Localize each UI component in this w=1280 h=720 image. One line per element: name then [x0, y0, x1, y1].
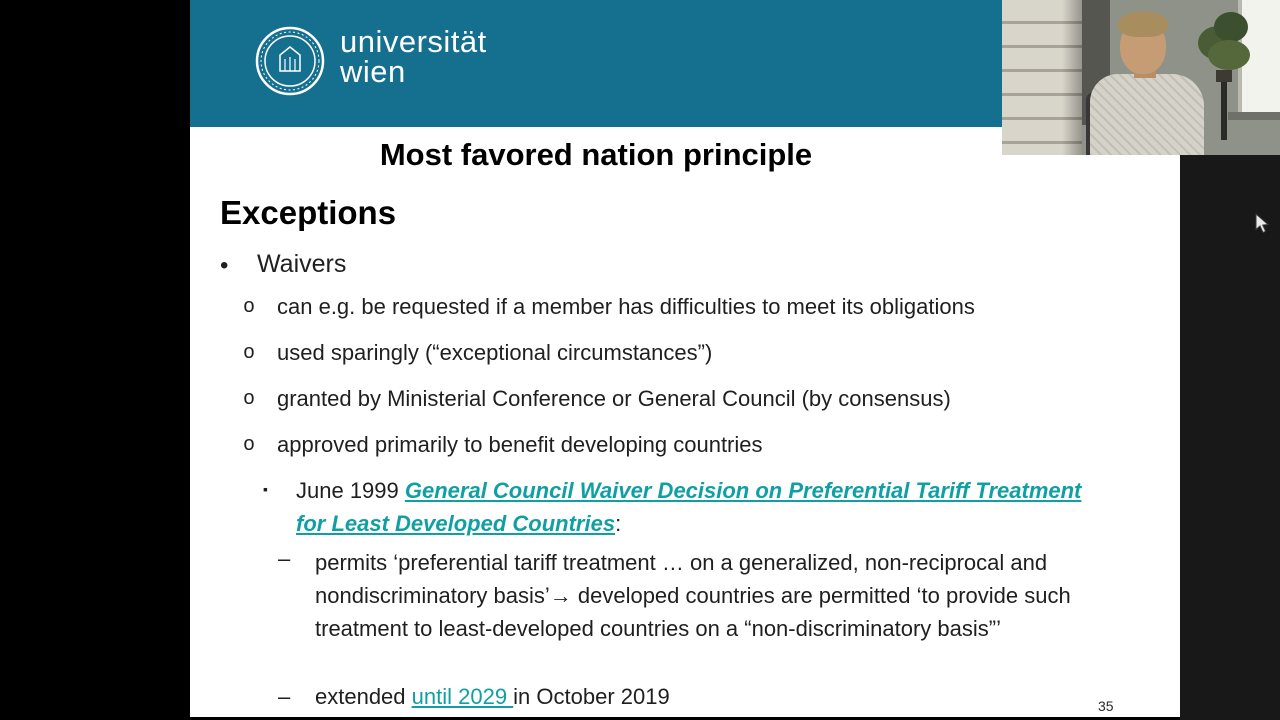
- uni-wien-seal-icon: [254, 25, 326, 97]
- until-2029-link[interactable]: until 2029: [411, 684, 514, 709]
- slide-title: Most favored nation principle: [379, 137, 813, 172]
- bullet-waivers: Waivers: [257, 250, 347, 278]
- wordmark-line-2: wien: [340, 54, 406, 89]
- bullet-extended: extended until 2029 in October 2019: [315, 684, 670, 710]
- webcam-overlay: [1002, 0, 1280, 155]
- uni-wien-wordmark: universität wien: [340, 24, 487, 89]
- dash-glyph: –: [278, 684, 291, 709]
- extended-prefix: extended: [315, 684, 412, 709]
- bullet-point: granted by Ministerial Conference or Gen…: [277, 386, 951, 411]
- extended-suffix: in October 2019: [513, 684, 670, 709]
- plant-pot: [1216, 70, 1232, 82]
- bullet-permits: permits ‘preferential tariff treatment ……: [315, 550, 1071, 641]
- bullet-glyph: •: [220, 252, 229, 279]
- window-sill: [1228, 112, 1280, 120]
- mouse-cursor-icon: [1254, 212, 1270, 240]
- bullet-glyph: o: [243, 342, 256, 365]
- bullet-point: used sparingly (“exceptional circumstanc…: [277, 340, 713, 365]
- plant: [1214, 12, 1248, 42]
- wordmark-line-1: universität: [340, 24, 487, 59]
- shelf-shadow: [1062, 0, 1082, 155]
- bullet-june-1999: June 1999 General Council Waiver Decisio…: [296, 474, 1096, 540]
- bullet-point: approved primarily to benefit developing…: [277, 432, 763, 457]
- plant-stand: [1221, 82, 1227, 140]
- slide-page-number: 35: [1098, 698, 1114, 714]
- person-torso: [1090, 74, 1204, 155]
- person-hair: [1118, 11, 1168, 37]
- waiver-decision-link[interactable]: General Council Waiver Decision on Prefe…: [296, 478, 1082, 536]
- june-prefix: June 1999: [296, 478, 405, 503]
- plant: [1208, 40, 1250, 70]
- section-heading: Exceptions: [220, 194, 397, 231]
- bullet-point: can e.g. be requested if a member has di…: [277, 294, 975, 319]
- bullet-glyph: o: [243, 296, 256, 319]
- bullet-glyph: o: [243, 388, 256, 411]
- shelves: [1002, 0, 1082, 155]
- bullet-glyph: o: [243, 434, 256, 457]
- june-suffix: :: [615, 511, 622, 536]
- dash-glyph: –: [278, 546, 291, 571]
- bullet-glyph: ▪: [263, 481, 268, 497]
